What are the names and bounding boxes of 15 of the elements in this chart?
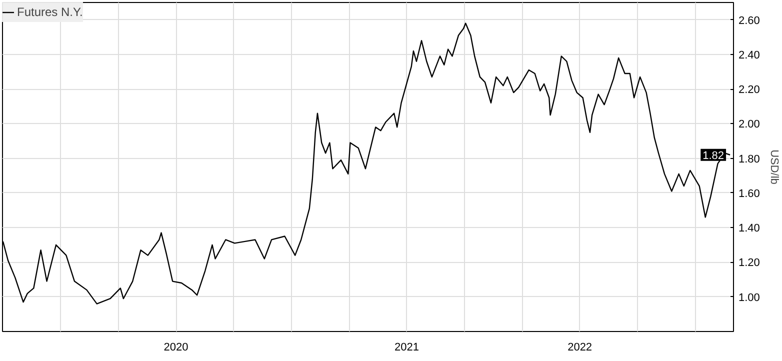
y-tick-label: 1.20	[738, 257, 760, 270]
y-tick-label: 1.40	[738, 222, 760, 235]
annotation: 1.82	[702, 150, 724, 162]
x-tick-label: 2022	[568, 342, 592, 354]
x-tick-label: 2020	[164, 342, 188, 354]
legend-label: Futures N.Y.	[17, 5, 83, 19]
x-tick-label: 2021	[394, 342, 420, 354]
y-tick-label: 2.40	[738, 49, 760, 62]
y-tick-label: 1.00	[738, 292, 760, 304]
y-tick-label: 2.00	[738, 118, 760, 131]
y-tick-label: 1.60	[738, 188, 760, 200]
y-tick-label: 1.80	[738, 153, 760, 166]
y-tick-label: 2.60	[738, 14, 760, 27]
y-tick-label: 2.20	[738, 84, 760, 96]
y-axis-title: USD/lb	[768, 150, 780, 184]
